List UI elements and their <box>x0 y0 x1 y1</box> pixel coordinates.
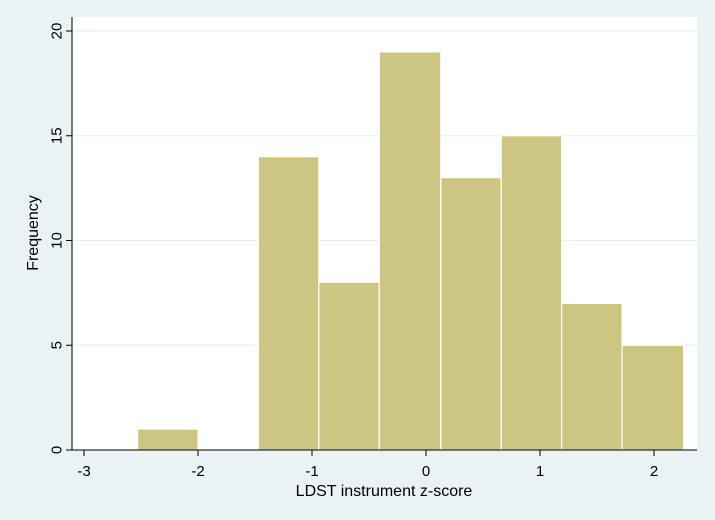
y-tick-label: 10 <box>49 232 66 249</box>
x-tick-label: 1 <box>536 463 544 480</box>
x-tick-label: -3 <box>77 463 90 480</box>
histogram-bar <box>318 281 380 451</box>
x-tick-label: 0 <box>422 463 430 480</box>
y-tick-label: 15 <box>49 127 66 144</box>
histogram-bar <box>378 51 442 451</box>
histogram-bar <box>621 344 685 451</box>
x-axis-label: LDST instrument z-score <box>296 483 473 500</box>
histogram-bar <box>440 177 502 451</box>
y-tick-label: 5 <box>49 341 66 349</box>
x-tick-label: -2 <box>191 463 204 480</box>
histogram-bar <box>561 302 623 451</box>
y-tick-label: 0 <box>49 446 66 454</box>
histogram-bar <box>136 428 199 451</box>
x-tick-label: -1 <box>305 463 318 480</box>
y-axis-ticks: 0 5 10 15 20 <box>49 23 72 454</box>
histogram-bar <box>500 135 563 451</box>
histogram-bar <box>257 156 320 451</box>
x-tick-label: 2 <box>650 463 658 480</box>
y-axis-label: Frequency <box>25 195 42 271</box>
y-tick-label: 20 <box>49 23 66 40</box>
x-axis-ticks: -3 -2 -1 0 1 2 <box>77 450 658 480</box>
